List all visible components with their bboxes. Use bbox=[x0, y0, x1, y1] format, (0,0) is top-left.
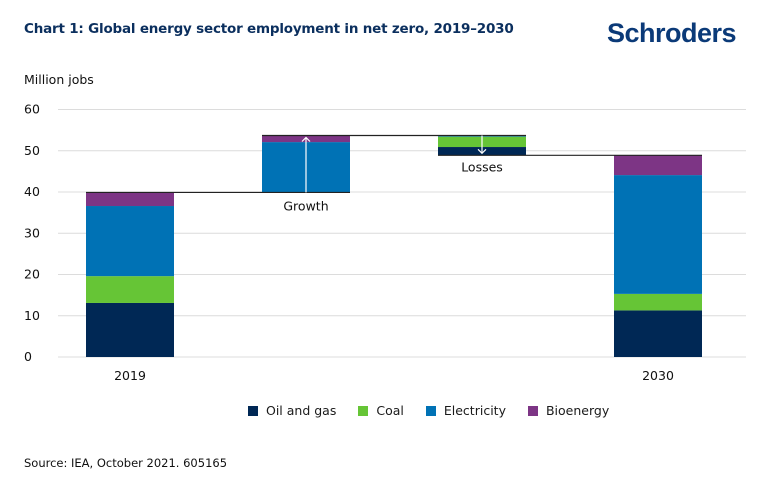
x-tick-label: 2030 bbox=[642, 368, 674, 383]
x-tick-label: 2019 bbox=[114, 368, 146, 383]
legend-swatch bbox=[248, 405, 258, 416]
y-tick-label: 30 bbox=[24, 225, 40, 240]
bar-segment-coal bbox=[614, 293, 702, 311]
legend-swatch bbox=[425, 405, 436, 416]
losses-label: Losses bbox=[461, 159, 503, 174]
y-tick-label: 50 bbox=[24, 143, 40, 158]
y-axis-label: Million jobs bbox=[24, 72, 94, 87]
y-axis-ticks: 0 10 20 30 40 50 60 bbox=[24, 102, 40, 365]
legend-item-coal: Coal bbox=[358, 403, 404, 418]
bar-segment-bioenergy bbox=[86, 192, 174, 207]
y-tick-label: 60 bbox=[24, 102, 40, 117]
annotations: Growth Losses bbox=[283, 135, 503, 213]
chart-title: Chart 1: Global energy sector employment… bbox=[24, 21, 514, 37]
legend-item-oil-and-gas: Oil and gas bbox=[248, 403, 336, 418]
arrow-head-icon bbox=[477, 148, 487, 155]
legend-swatch bbox=[358, 405, 369, 416]
arrow-head-icon bbox=[301, 136, 311, 142]
x-axis-labels: 2019 2030 bbox=[114, 368, 674, 383]
connector-lines bbox=[86, 134, 702, 194]
bar-segment-bioenergy bbox=[614, 155, 702, 176]
legend-swatch bbox=[527, 405, 538, 416]
bar-segment-oil-and-gas bbox=[86, 302, 174, 357]
source-note: Source: IEA, October 2021. 605165 bbox=[24, 456, 228, 470]
y-tick-label: 20 bbox=[24, 267, 40, 282]
legend-label: Oil and gas bbox=[266, 403, 337, 418]
growth-label: Growth bbox=[283, 198, 328, 213]
schroders-logo: Schroders bbox=[607, 18, 737, 48]
y-tick-label: 40 bbox=[24, 184, 40, 199]
bar-segment-electricity bbox=[614, 175, 702, 294]
legend-item-bioenergy: Bioenergy bbox=[527, 403, 610, 418]
legend-label: Bioenergy bbox=[545, 403, 610, 418]
legend-item-electricity: Electricity bbox=[425, 403, 506, 418]
bars bbox=[86, 135, 702, 357]
y-tick-label: 10 bbox=[24, 308, 40, 323]
bar-segment-coal bbox=[86, 276, 174, 303]
legend: Oil and gas Coal Electricity Bioenergy bbox=[248, 403, 609, 418]
legend-label: Electricity bbox=[443, 403, 506, 418]
y-tick-label: 0 bbox=[24, 349, 32, 364]
legend-label: Coal bbox=[376, 403, 404, 418]
bar-segment-electricity bbox=[86, 206, 174, 277]
bar-segment-oil-and-gas bbox=[614, 310, 702, 357]
